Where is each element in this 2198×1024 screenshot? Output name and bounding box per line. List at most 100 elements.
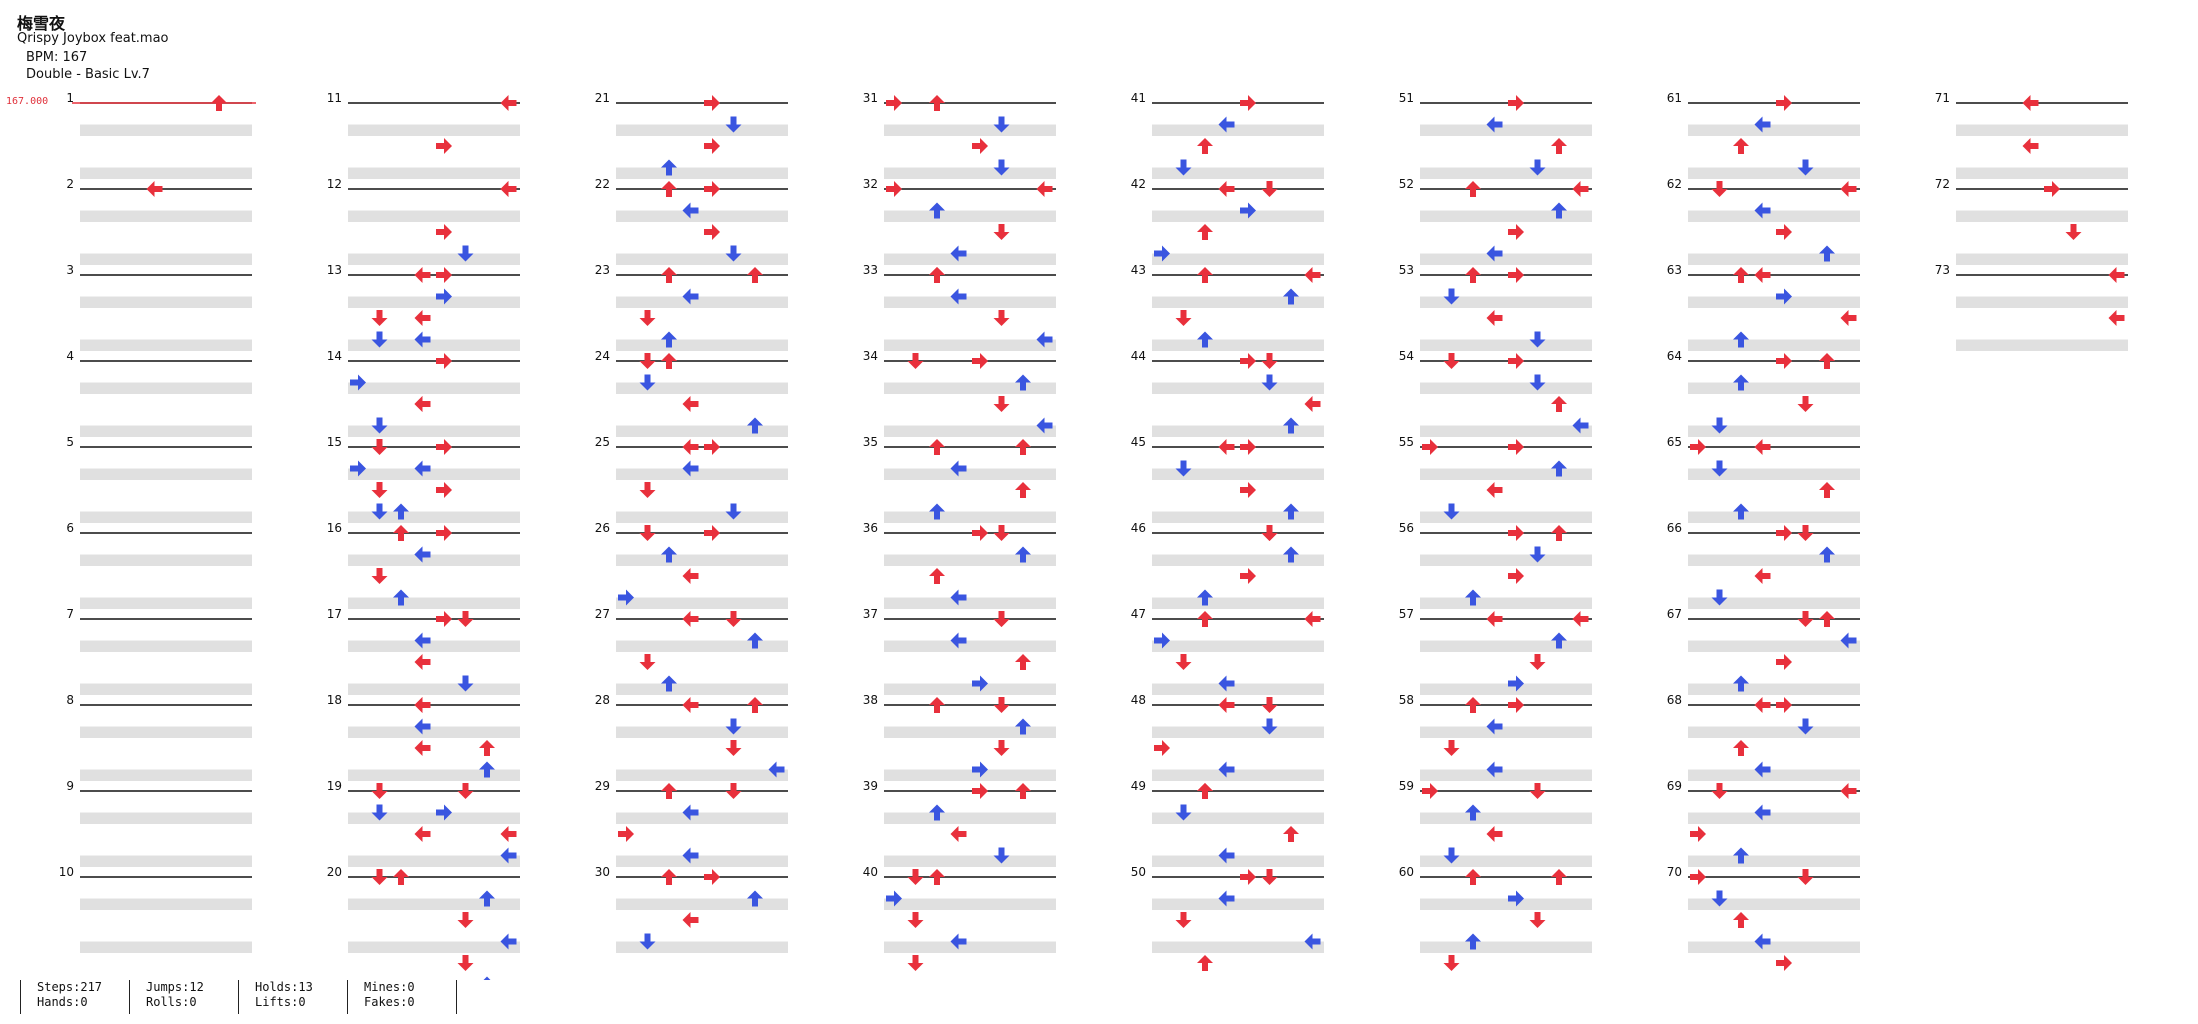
measure-number: 45 bbox=[1131, 435, 1146, 449]
measure-number: 73 bbox=[1935, 263, 1950, 277]
step-arrow bbox=[1486, 826, 1503, 842]
beat-gap bbox=[80, 824, 252, 834]
step-arrow-shape bbox=[2044, 181, 2060, 197]
step-arrow-shape bbox=[1197, 138, 1213, 154]
beat-band bbox=[1688, 619, 1860, 631]
step-arrow-shape bbox=[972, 525, 988, 541]
step-arrow bbox=[929, 869, 945, 885]
beat-gap bbox=[348, 781, 520, 791]
beat-gap bbox=[616, 953, 788, 963]
step-arrow-shape bbox=[1551, 138, 1567, 154]
beat-gap bbox=[884, 458, 1056, 469]
beat-gap bbox=[884, 953, 1056, 963]
beat-gap bbox=[1688, 243, 1860, 254]
step-arrow bbox=[1304, 267, 1321, 283]
step-arrow bbox=[1551, 525, 1567, 541]
step-arrow bbox=[1819, 482, 1835, 498]
measure-number: 36 bbox=[863, 521, 878, 535]
measure-number: 69 bbox=[1667, 779, 1682, 793]
step-arrow bbox=[1218, 847, 1235, 864]
step-arrow-shape bbox=[1529, 331, 1546, 348]
step-arrow bbox=[907, 955, 924, 971]
step-arrow-shape bbox=[618, 826, 634, 842]
step-arrow-shape bbox=[414, 826, 431, 842]
step-arrow-shape bbox=[371, 503, 388, 520]
beat-band bbox=[1420, 963, 1592, 975]
step-arrow-shape bbox=[393, 503, 409, 520]
step-arrow-shape bbox=[1465, 181, 1481, 197]
beat-band bbox=[1688, 748, 1860, 760]
beat-gap bbox=[884, 437, 1056, 447]
beat-gap bbox=[1420, 695, 1592, 705]
measure-number: 34 bbox=[863, 349, 878, 363]
step-arrow-shape bbox=[1465, 267, 1481, 283]
measure-number: 12 bbox=[327, 177, 342, 191]
step-arrow-shape bbox=[929, 202, 945, 219]
step-arrow bbox=[1711, 890, 1728, 907]
measure-number: 63 bbox=[1667, 263, 1682, 277]
beat-gap bbox=[1420, 673, 1592, 684]
beat-band bbox=[884, 124, 1056, 136]
measure-number: 33 bbox=[863, 263, 878, 277]
step-arrow bbox=[1443, 847, 1460, 864]
beat-band bbox=[348, 447, 520, 459]
beat-band bbox=[1420, 511, 1592, 523]
beat-band bbox=[348, 275, 520, 287]
beat-gap bbox=[80, 458, 252, 469]
beat-gap bbox=[616, 136, 788, 146]
beat-band bbox=[80, 619, 252, 631]
step-arrow bbox=[1508, 568, 1524, 584]
beat-band bbox=[1688, 425, 1860, 437]
step-arrow-shape bbox=[436, 288, 452, 305]
step-arrow bbox=[414, 331, 431, 348]
step-arrow-shape bbox=[436, 224, 452, 240]
step-arrow bbox=[1508, 675, 1524, 692]
beat-band bbox=[1152, 210, 1324, 222]
step-arrow bbox=[1840, 632, 1857, 649]
step-arrow bbox=[1551, 396, 1567, 412]
beat-gap bbox=[884, 673, 1056, 684]
beat-gap bbox=[616, 480, 788, 490]
step-arrow bbox=[661, 869, 677, 885]
step-arrow bbox=[479, 761, 495, 778]
beat-band bbox=[348, 468, 520, 480]
step-arrow bbox=[1465, 267, 1481, 283]
step-arrow-shape bbox=[1711, 181, 1728, 197]
step-arrow bbox=[393, 503, 409, 520]
step-arrow bbox=[500, 826, 517, 842]
step-arrow bbox=[1797, 396, 1814, 412]
measure-number: 18 bbox=[327, 693, 342, 707]
step-arrow bbox=[1261, 697, 1278, 713]
step-arrow bbox=[1218, 181, 1235, 197]
beat-band bbox=[616, 812, 788, 824]
beat-band bbox=[616, 189, 788, 201]
step-arrow bbox=[1015, 546, 1031, 563]
beat-gap bbox=[1152, 222, 1324, 232]
step-arrow bbox=[2044, 181, 2060, 197]
beat-gap bbox=[616, 308, 788, 318]
beat-gap bbox=[884, 243, 1056, 254]
step-arrow-shape bbox=[1754, 933, 1771, 950]
step-arrow bbox=[1754, 267, 1771, 283]
beat-band bbox=[884, 855, 1056, 867]
beat-gap bbox=[1152, 781, 1324, 791]
beat-gap bbox=[348, 953, 520, 963]
step-arrow-shape bbox=[1776, 654, 1792, 670]
beat-gap bbox=[884, 738, 1056, 748]
beat-gap bbox=[1420, 824, 1592, 834]
step-arrow bbox=[639, 353, 656, 369]
step-arrow bbox=[1240, 482, 1256, 498]
step-arrow bbox=[1754, 116, 1771, 133]
beat-gap bbox=[80, 351, 252, 361]
beat-gap bbox=[1420, 931, 1592, 942]
step-arrow-shape bbox=[993, 847, 1010, 864]
beat-band bbox=[1420, 834, 1592, 846]
step-arrow-shape bbox=[1175, 654, 1192, 670]
beat-band bbox=[1688, 361, 1860, 373]
beat-band bbox=[884, 877, 1056, 889]
measure-number: 10 bbox=[59, 865, 74, 879]
beat-band bbox=[348, 597, 520, 609]
step-arrow-shape bbox=[950, 632, 967, 649]
step-chart: 1234567891011121314151617181920212223242… bbox=[59, 91, 2128, 980]
step-arrow bbox=[1797, 718, 1814, 735]
